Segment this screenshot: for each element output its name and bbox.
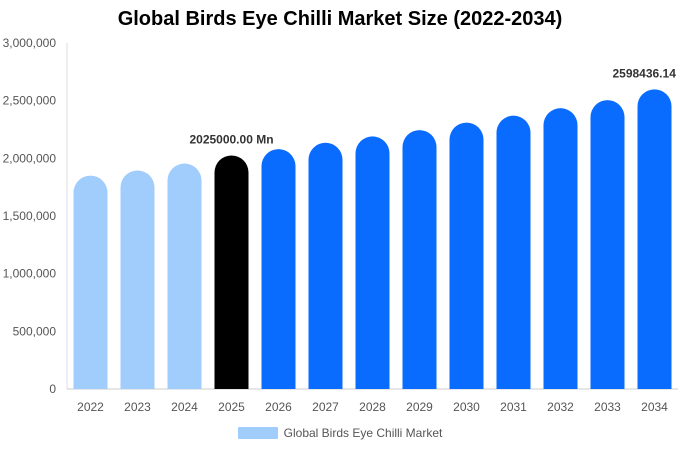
x-tick-label: 2026: [265, 400, 292, 414]
bar-2029[interactable]: [402, 130, 437, 389]
data-label-2034: 2598436.14 Mn: [612, 66, 680, 80]
bar-2028[interactable]: [355, 136, 390, 389]
legend-label: Global Birds Eye Chilli Market: [283, 425, 443, 440]
x-tick-label: 2030: [453, 400, 480, 414]
y-tick-label: 0: [49, 382, 56, 396]
x-tick-label: 2028: [359, 400, 386, 414]
x-tick-label: 2033: [594, 400, 621, 414]
y-tick-label: 3,000,000: [3, 36, 57, 50]
x-tick-label: 2031: [500, 400, 527, 414]
y-tick-label: 1,500,000: [3, 209, 57, 223]
y-tick-label: 1,000,000: [3, 267, 57, 281]
bars: [73, 89, 672, 390]
bar-2025[interactable]: [214, 155, 249, 389]
x-tick-label: 2034: [641, 400, 668, 414]
y-tick-label: 500,000: [13, 324, 57, 338]
legend[interactable]: Global Birds Eye Chilli Market: [0, 425, 680, 440]
bar-2027[interactable]: [308, 142, 343, 389]
x-tick-label: 2024: [171, 400, 198, 414]
legend-swatch: [237, 426, 278, 439]
x-tick-label: 2023: [124, 400, 151, 414]
data-labels: 2025000.00 Mn 2598436.14 Mn: [189, 66, 680, 146]
y-axis: 0 500,000 1,000,000 1,500,000 2,000,000 2,500…: [3, 36, 68, 396]
data-label-2025: 2025000.00 Mn: [189, 132, 273, 146]
y-tick-label: 2,500,000: [3, 94, 57, 108]
chart-title: Global Birds Eye Chilli Market Size (202…: [117, 8, 563, 30]
bar-2026[interactable]: [261, 149, 296, 389]
x-tick-label: 2029: [406, 400, 433, 414]
x-tick-label: 2032: [547, 400, 574, 414]
x-tick-label: 2027: [312, 400, 339, 414]
bar-2024[interactable]: [167, 163, 202, 389]
x-tick-label: 2025: [218, 400, 245, 414]
bar-2032[interactable]: [543, 108, 578, 389]
y-tick-label: 2,000,000: [3, 151, 57, 165]
bar-2031[interactable]: [496, 115, 531, 389]
x-tick-label: 2022: [77, 400, 104, 414]
x-axis: 2022 2023 2024 2025 2026 2027 2028 2029 2030 2031…: [67, 388, 678, 414]
bar-2023[interactable]: [120, 170, 155, 389]
bar-2022[interactable]: [73, 175, 108, 389]
bar-2033[interactable]: [590, 100, 625, 389]
bar-2030[interactable]: [449, 122, 484, 389]
bar-2034[interactable]: [637, 89, 672, 390]
